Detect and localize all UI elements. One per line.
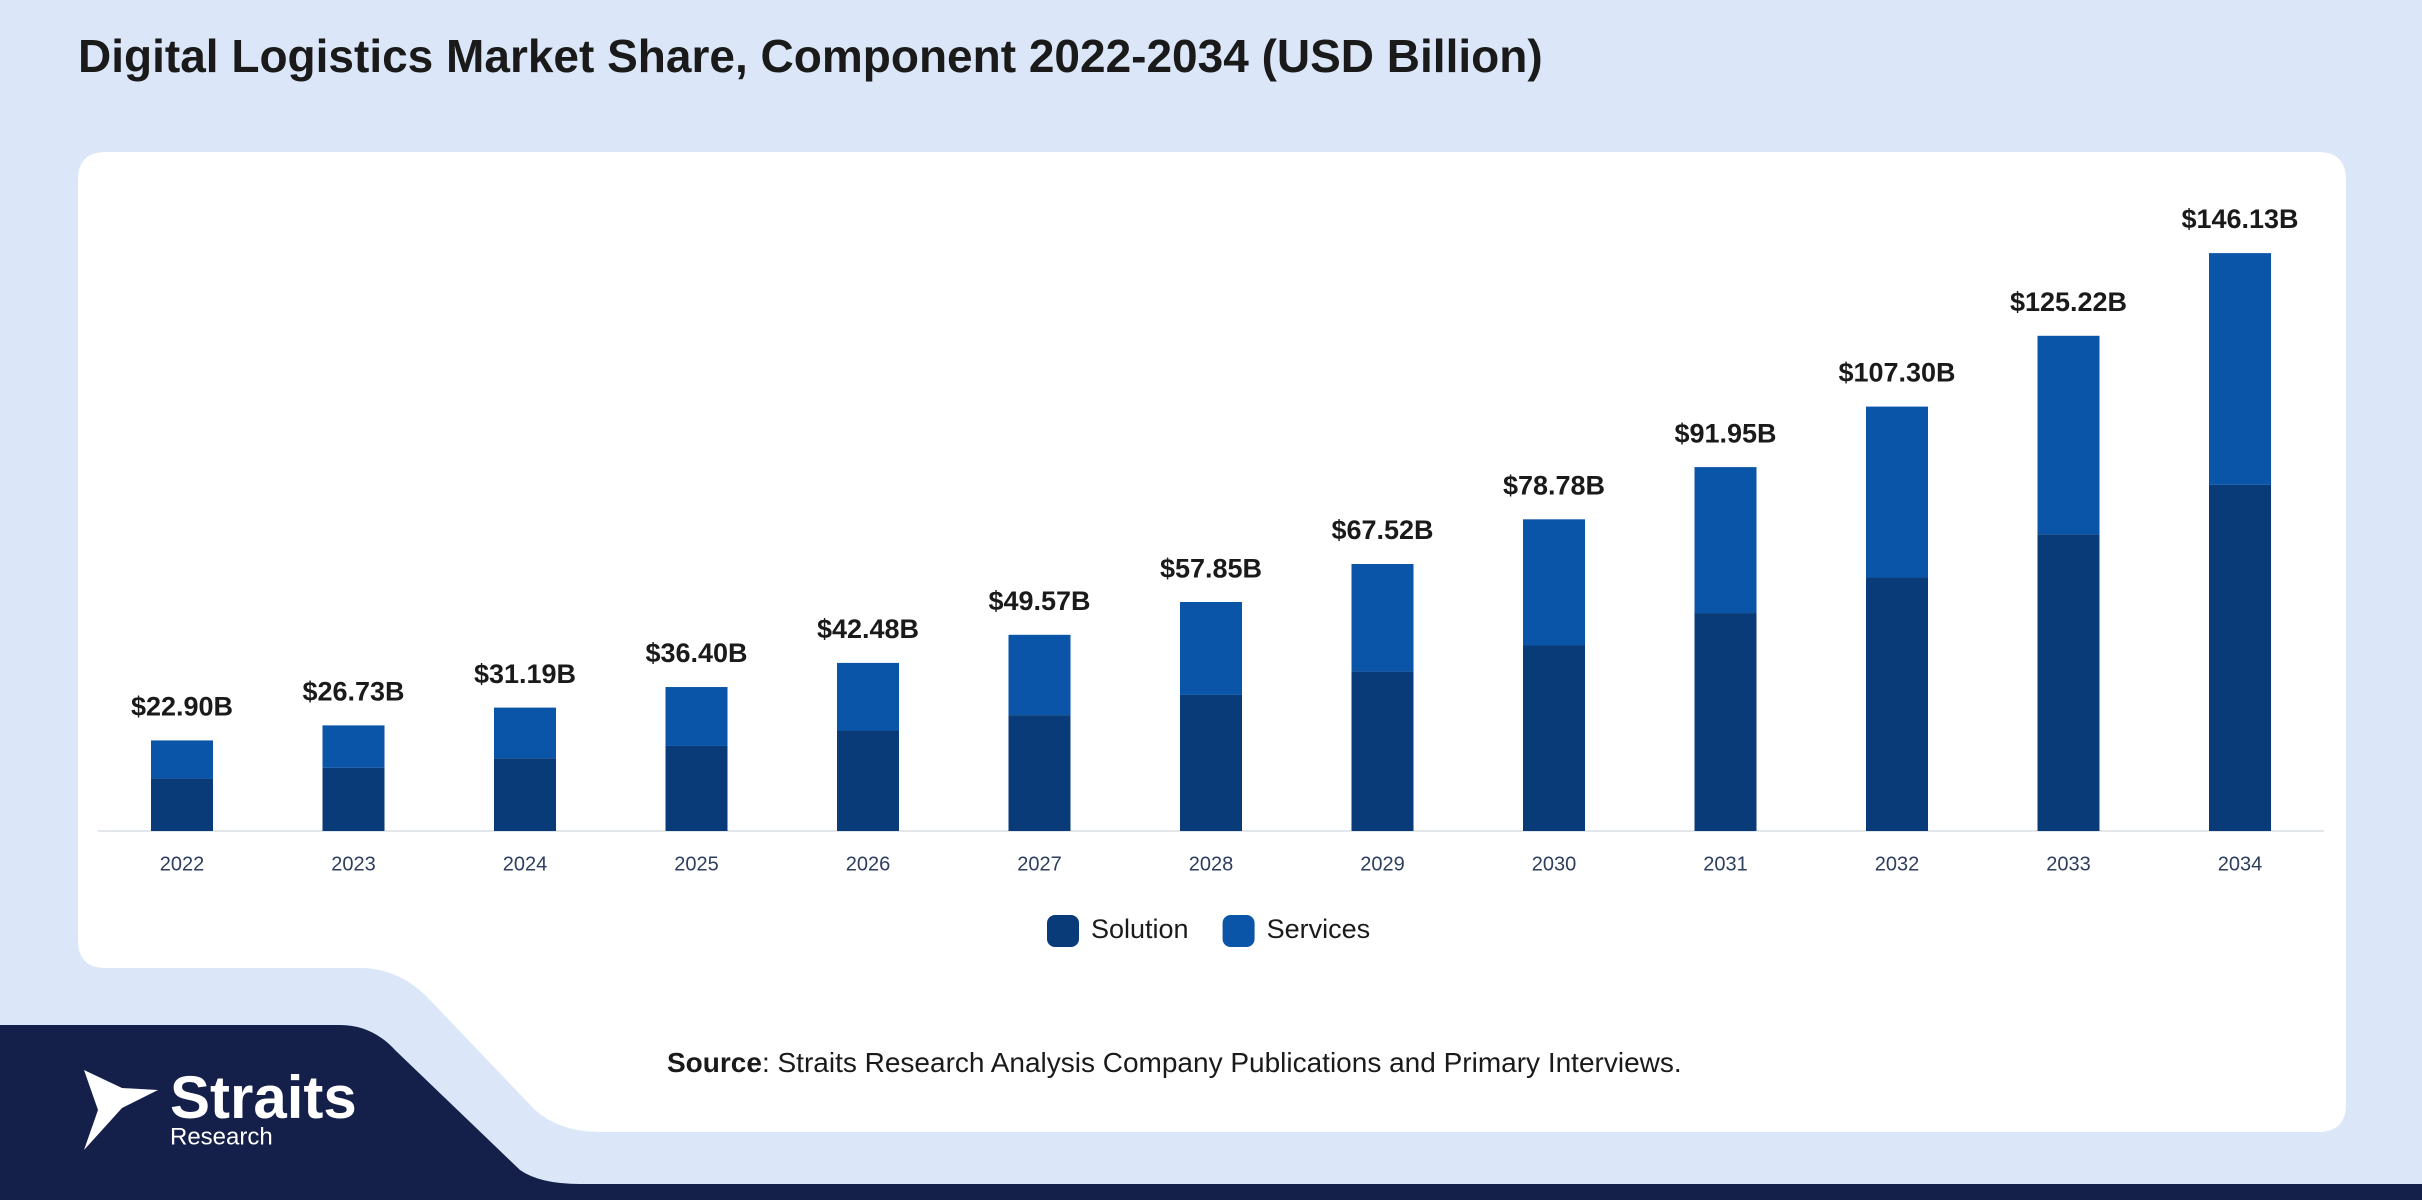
bar-segment [2209, 253, 2271, 485]
bar-segment [2037, 534, 2100, 831]
bar-segment [1694, 613, 1757, 831]
source-label: Source [667, 1047, 762, 1078]
bar-segment [1694, 467, 1757, 614]
bar-segment [1351, 564, 1414, 672]
bar-segment [151, 778, 213, 831]
source-text: : Straits Research Analysis Company Publ… [762, 1047, 1682, 1078]
bar-segment [494, 707, 556, 759]
value-label: $31.19B [474, 659, 576, 689]
value-label: $49.57B [988, 586, 1090, 616]
x-tick-label: 2025 [674, 853, 719, 875]
legend-swatch [1222, 915, 1255, 947]
bar-segment [1866, 577, 1928, 831]
source-note: Source: Straits Research Analysis Compan… [667, 1047, 1682, 1078]
value-label: $146.13B [2181, 204, 2298, 234]
x-tick-label: 2033 [2046, 853, 2091, 875]
value-label: $125.22B [2010, 287, 2127, 317]
bar-segment [1008, 634, 1071, 716]
logo-sub: Research [170, 1123, 273, 1150]
bar-segment [322, 767, 385, 831]
x-tick-label: 2030 [1532, 853, 1577, 875]
bar-segment [1523, 645, 1585, 831]
value-label: $78.78B [1503, 471, 1605, 501]
legend-swatch [1047, 915, 1079, 947]
value-label: $57.85B [1160, 553, 1262, 583]
footer-band [0, 1025, 2422, 1200]
bar-segment [494, 758, 556, 831]
legend-label: Services [1267, 914, 1371, 944]
value-label: $91.95B [1674, 418, 1776, 448]
chart-title: Digital Logistics Market Share, Componen… [78, 30, 1543, 82]
bar-segment [2209, 484, 2271, 831]
x-tick-label: 2022 [160, 853, 205, 875]
logo-icon [84, 1070, 158, 1150]
bar-segment [151, 740, 213, 779]
x-tick-label: 2031 [1703, 853, 1748, 875]
bar-segment [1180, 601, 1242, 695]
bar-segment [2037, 335, 2100, 535]
value-label: $67.52B [1331, 515, 1433, 545]
value-label: $42.48B [817, 614, 919, 644]
x-tick-label: 2034 [2218, 853, 2263, 875]
x-tick-label: 2028 [1189, 853, 1234, 875]
bar-segment [1351, 671, 1414, 831]
x-tick-label: 2023 [331, 853, 376, 875]
bar-segment [665, 687, 728, 746]
bar-segment [837, 662, 899, 731]
value-label: $107.30B [1838, 358, 1955, 388]
bar-segment [1180, 694, 1242, 831]
bar-segment [1008, 715, 1071, 831]
bar-segment [837, 730, 899, 831]
x-tick-label: 2032 [1875, 853, 1920, 875]
logo-name: Straits [170, 1064, 357, 1131]
bar-segment [1866, 406, 1928, 578]
x-tick-label: 2029 [1360, 853, 1405, 875]
x-tick-label: 2027 [1017, 853, 1062, 875]
x-tick-label: 2026 [846, 853, 891, 875]
bar-segment [322, 725, 385, 768]
x-tick-label: 2024 [503, 853, 548, 875]
bar-segment [1523, 519, 1585, 646]
value-label: $36.40B [645, 638, 747, 668]
value-label: $22.90B [131, 692, 233, 722]
bar-segment [665, 745, 728, 831]
value-label: $26.73B [302, 676, 404, 706]
legend-label: Solution [1091, 914, 1189, 944]
